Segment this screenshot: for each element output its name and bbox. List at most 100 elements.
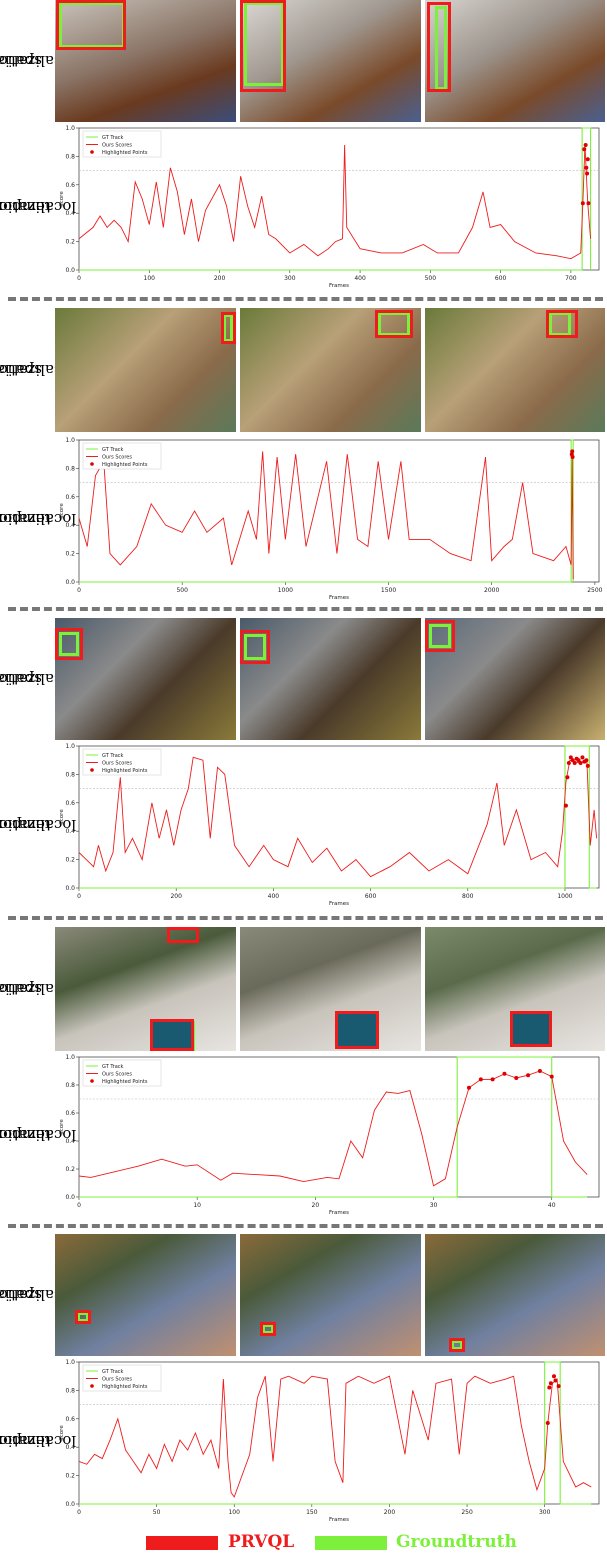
groundtruth-box <box>451 1340 463 1350</box>
video-frame-3 <box>425 927 605 1051</box>
x-tick-label: 200 <box>214 275 226 282</box>
x-tick-label: 0 <box>77 893 81 900</box>
temporal-row-label: temporallocalization <box>0 1053 77 1217</box>
section-divider <box>8 607 603 611</box>
prediction-box <box>449 1338 465 1352</box>
y-tick-label: 0.8 <box>65 1082 75 1089</box>
groundtruth-box <box>549 312 571 336</box>
highlighted-point <box>570 758 575 763</box>
video-frame-1 <box>55 618 236 740</box>
y-tick-label: 0.2 <box>65 857 75 864</box>
prediction-box <box>167 927 199 943</box>
spatial-row-label: spatiallocalization <box>0 927 77 1051</box>
prediction-box <box>56 0 126 50</box>
score-series <box>78 756 598 878</box>
video-frame-1 <box>55 1234 236 1356</box>
x-tick-label: 40 <box>548 1202 556 1209</box>
y-tick-label: 0.8 <box>65 465 75 472</box>
video-frame-2 <box>240 0 421 122</box>
y-axis-label: Score <box>59 191 65 207</box>
prediction-box <box>425 620 455 652</box>
x-tick-label: 400 <box>268 893 280 900</box>
spatial-row-label: spatiallocalization <box>0 618 77 740</box>
section-divider <box>8 1224 603 1228</box>
video-frame-1 <box>55 0 236 122</box>
video-frame-3 <box>425 618 605 740</box>
highlighted-point <box>580 755 585 760</box>
y-tick-label: 0.4 <box>65 1444 75 1451</box>
prediction-box <box>240 0 286 92</box>
x-axis-label: Frames <box>329 595 349 601</box>
highlighted-point <box>553 1378 558 1383</box>
highlighted-point <box>578 761 583 766</box>
legend-entry: Ours Scores <box>102 1072 132 1078</box>
score-series <box>78 145 592 260</box>
legend-entry: Ours Scores <box>102 143 132 149</box>
score-chart-5: 0.0 0.2 0.4 0.6 0.8 1.0 0 50 100 150 200 250 300 Scor… <box>59 1359 600 1523</box>
highlighted-point <box>526 1073 531 1078</box>
legend-entry: Highlighted Points <box>102 150 148 156</box>
prediction-box <box>510 1011 552 1047</box>
highlighted-point <box>548 1381 553 1386</box>
x-tick-label: 0 <box>77 275 81 282</box>
spatial-row-label: spatiallocalization <box>0 1234 77 1356</box>
highlighted-point <box>570 455 575 460</box>
y-tick-label: 0.4 <box>65 210 75 217</box>
highlighted-point <box>467 1085 471 1090</box>
x-tick-label: 10 <box>193 1202 201 1209</box>
video-frame-2 <box>240 1234 421 1356</box>
spatial-row-label: spatiallocalization <box>0 308 77 432</box>
x-axis-label: Frames <box>329 1517 349 1523</box>
highlighted-point <box>545 1421 550 1426</box>
figure-legend: PRVQL Groundtruth <box>0 1532 607 1554</box>
groundtruth-box <box>435 6 447 90</box>
groundtruth-box <box>378 312 410 336</box>
legend-swatch <box>90 1384 94 1388</box>
x-tick-label: 50 <box>153 1509 161 1516</box>
y-tick-label: 0.6 <box>65 800 75 807</box>
legend-entry: GT Track <box>102 447 124 453</box>
video-frame-2 <box>240 308 421 432</box>
x-tick-label: 500 <box>176 587 188 594</box>
highlighted-point <box>586 201 591 206</box>
legend-entry: GT Track <box>102 135 124 141</box>
prediction-box <box>335 1011 379 1049</box>
video-frame-1 <box>55 308 236 432</box>
y-tick-label: 0.8 <box>65 153 75 160</box>
highlighted-point <box>547 1385 552 1390</box>
legend-entry: GT Track <box>102 1064 124 1070</box>
highlighted-point <box>568 755 573 760</box>
x-tick-label: 800 <box>462 893 474 900</box>
legend-swatch <box>90 462 94 466</box>
temporal-row-label: temporallocalization <box>0 742 77 908</box>
y-tick-label: 0.6 <box>65 1110 75 1117</box>
score-chart-4: 0.0 0.2 0.4 0.6 0.8 1.0 0 10 20 30 40 Score Frames GT… <box>59 1054 600 1216</box>
x-tick-label: 700 <box>565 275 577 282</box>
y-tick-label: 0.2 <box>65 1473 75 1480</box>
x-tick-label: 1000 <box>278 587 293 594</box>
groundtruth-box <box>244 634 266 660</box>
prediction-box <box>240 630 270 664</box>
x-tick-label: 0 <box>77 1202 81 1209</box>
highlighted-point <box>585 157 590 162</box>
video-frame-2 <box>240 927 421 1051</box>
x-tick-label: 100 <box>228 1509 240 1516</box>
x-tick-label: 500 <box>425 275 437 282</box>
legend-entry: Highlighted Points <box>102 1384 148 1390</box>
legend-entry: Highlighted Points <box>102 1079 148 1085</box>
y-axis-label: Score <box>59 1119 65 1135</box>
gt-track-series <box>79 1056 588 1198</box>
legend-swatch <box>90 150 94 154</box>
x-tick-label: 0 <box>77 587 81 594</box>
y-tick-label: 1.0 <box>65 437 75 444</box>
highlighted-point <box>565 775 570 780</box>
highlighted-point <box>584 758 589 763</box>
y-tick-label: 0.6 <box>65 1416 75 1423</box>
y-tick-label: 0.2 <box>65 1166 75 1173</box>
score-chart-1: 0.0 0.2 0.4 0.6 0.8 1.0 0 100 200 300 400 500 600 700… <box>59 125 600 289</box>
temporal-row-label: temporallocalization <box>0 124 77 290</box>
y-tick-label: 0.0 <box>65 1194 75 1201</box>
highlighted-point <box>556 1384 561 1389</box>
y-tick-label: 0.0 <box>65 267 75 274</box>
y-tick-label: 0.0 <box>65 885 75 892</box>
